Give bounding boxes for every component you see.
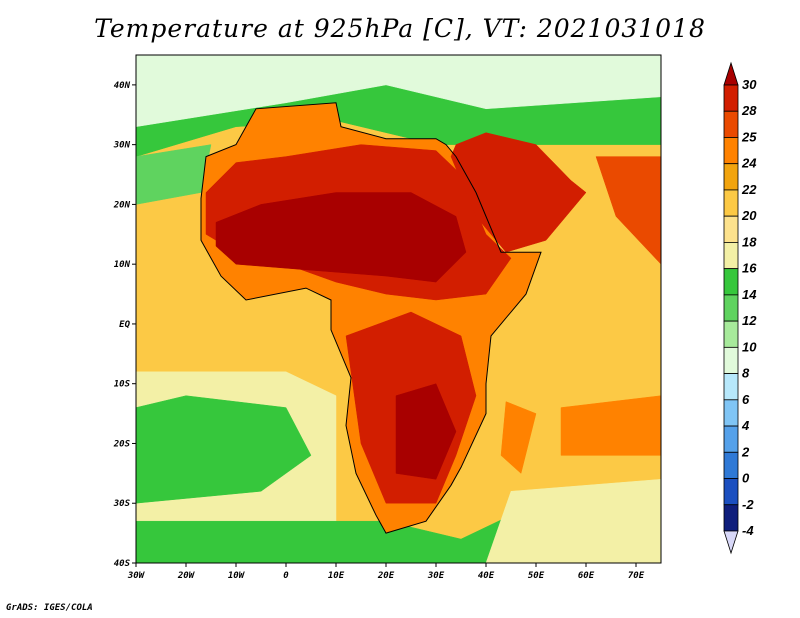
y-tick-label: 40N: [114, 81, 131, 91]
field-indian-warm: [560, 395, 661, 456]
credit-label: GrADS: IGES/COLA: [6, 603, 93, 613]
colorbar-label: 28: [741, 103, 757, 118]
colorbar-swatch: [723, 294, 739, 322]
field-india: [595, 156, 661, 265]
colorbar-swatch: [723, 110, 739, 138]
colorbar-label: 20: [741, 208, 757, 223]
colorbar-swatch: [723, 84, 739, 112]
x-tick-label: 10W: [228, 571, 246, 581]
field-indian-cool: [485, 479, 661, 563]
y-tick-label: EQ: [119, 320, 130, 330]
y-tick-label: 10N: [114, 260, 131, 270]
x-tick-label: 30W: [127, 571, 146, 581]
colorbar-swatch: [723, 242, 739, 270]
colorbar-swatch: [723, 268, 739, 296]
chart-title: Temperature at 925hPa [C], VT: 202103101…: [94, 14, 706, 43]
x-tick-label: 60E: [578, 571, 595, 581]
field-sahel-hottest: [215, 192, 467, 283]
colorbar-swatch: [723, 215, 739, 243]
y-tick-label: 30S: [113, 499, 131, 509]
y-tick-label: 10S: [114, 380, 131, 390]
colorbar-label: 2: [741, 444, 750, 459]
x-tick-label: 50E: [528, 571, 545, 581]
colorbar-label: -2: [742, 497, 754, 512]
field-madagascar: [500, 401, 537, 474]
y-tick-label: 30N: [113, 141, 131, 151]
temperature-field: [136, 55, 661, 563]
colorbar-label: 0: [742, 471, 750, 486]
colorbar-swatch: [723, 320, 739, 348]
colorbar-label: 4: [741, 418, 750, 433]
colorbar-swatch: [723, 373, 739, 401]
x-tick-label: 40E: [478, 571, 495, 581]
colorbar-top-arrow: [723, 61, 739, 86]
colorbar-label: 22: [741, 182, 757, 197]
colorbar-label: 8: [742, 366, 750, 381]
x-tick-label: 0: [283, 571, 289, 581]
colorbar-swatch: [723, 478, 739, 506]
colorbar-swatch: [723, 137, 739, 165]
x-tick-label: 20W: [177, 571, 196, 581]
africa-coastline: [200, 102, 542, 534]
colorbar-label: 6: [742, 392, 750, 407]
colorbar-label: 18: [742, 234, 757, 249]
colorbar-label: 16: [742, 261, 757, 276]
colorbar-label: -4: [742, 523, 754, 538]
colorbar-label: 10: [742, 339, 757, 354]
field-canary-cool: [136, 144, 212, 205]
colorbar-swatch: [723, 425, 739, 453]
y-tick-label: 20S: [113, 439, 131, 449]
colorbar-swatch: [723, 504, 739, 532]
colorbar-swatch: [723, 346, 739, 374]
x-axis: 30W 20W 10W 0 10E 20E 30E 40E 50E 60E 70E: [127, 563, 645, 581]
x-tick-label: 70E: [628, 571, 645, 581]
field-arabia: [450, 132, 587, 253]
colorbar-swatch: [723, 163, 739, 191]
colorbar-swatch: [723, 399, 739, 427]
colorbar-label: 24: [741, 156, 757, 171]
field-mediterranean: [136, 55, 661, 127]
plot-frame: [135, 54, 662, 564]
y-tick-label: 20N: [113, 200, 131, 210]
colorbar-swatch: [723, 451, 739, 479]
x-tick-label: 10E: [328, 571, 345, 581]
colorbar-bottom-arrow: [723, 530, 739, 555]
colorbar-label: 30: [742, 77, 757, 92]
y-tick-label: 40S: [114, 559, 131, 569]
colorbar-label: 25: [741, 129, 757, 144]
field-south-atlantic-cool: [136, 395, 312, 504]
y-axis: 40N 30N 20N 10N EQ 10S 20S 30S 40S: [113, 81, 136, 569]
x-tick-label: 20E: [377, 571, 395, 581]
colorbar-label: 12: [742, 313, 757, 328]
x-tick-label: 30E: [427, 571, 445, 581]
field-kalahari-hottest: [395, 383, 457, 480]
colorbar-label: 14: [742, 287, 757, 302]
colorbar-swatch: [723, 189, 739, 217]
